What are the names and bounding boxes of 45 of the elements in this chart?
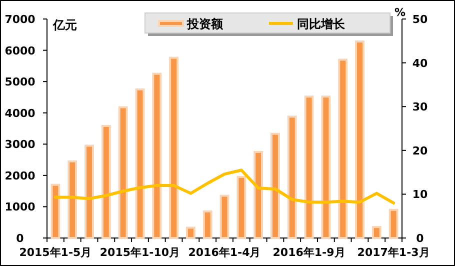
x-tick-label: 2016年1-9月 — [272, 246, 346, 259]
x-tick-label: 2015年1-10月 — [100, 246, 180, 259]
bar — [254, 150, 264, 239]
bar — [202, 210, 212, 239]
y2-tick-label: 50 — [412, 13, 428, 26]
bar — [270, 132, 280, 239]
y-tick-label: 2000 — [4, 169, 36, 182]
bar — [321, 96, 331, 239]
y-axis-title: 亿元 — [52, 18, 77, 32]
bar — [338, 58, 348, 239]
y-tick-label: 1000 — [4, 200, 36, 214]
bar — [304, 96, 314, 239]
y-tick-label: 6000 — [4, 44, 36, 58]
y-tick-label: 5000 — [4, 76, 36, 89]
y2-tick-label: 0 — [416, 232, 424, 245]
y2-tick-label: 10 — [412, 188, 428, 202]
y-tick-label: 4000 — [4, 106, 36, 120]
bar — [169, 56, 179, 239]
x-tick-label: 2017年1-3月 — [357, 246, 430, 259]
line-series — [54, 168, 396, 204]
legend-label: 同比增长 — [297, 17, 346, 31]
bar — [135, 88, 145, 239]
bar — [186, 226, 196, 239]
y2-tick-label: 40 — [412, 56, 428, 70]
y-tick-label: 7000 — [4, 13, 36, 26]
bar — [84, 144, 94, 239]
bar — [388, 208, 398, 239]
bar — [101, 124, 111, 239]
x-tick-label: 2015年1-5月 — [19, 246, 92, 259]
bar — [287, 116, 297, 239]
bar — [236, 176, 246, 239]
y2-tick-label: 30 — [412, 100, 428, 114]
y2-tick-label: 20 — [412, 144, 428, 158]
bar — [372, 226, 382, 239]
y-tick-label: 0 — [16, 232, 24, 245]
bar — [152, 72, 162, 239]
legend-label: 投资额 — [186, 17, 224, 31]
bar — [68, 160, 78, 239]
bar — [50, 184, 60, 239]
x-tick-label: 2016年1-4月 — [188, 246, 261, 259]
bar — [220, 194, 230, 239]
y-tick-label: 3000 — [4, 138, 36, 152]
y2-axis-title: % — [394, 6, 406, 19]
bar — [118, 106, 128, 239]
bar — [355, 40, 364, 239]
